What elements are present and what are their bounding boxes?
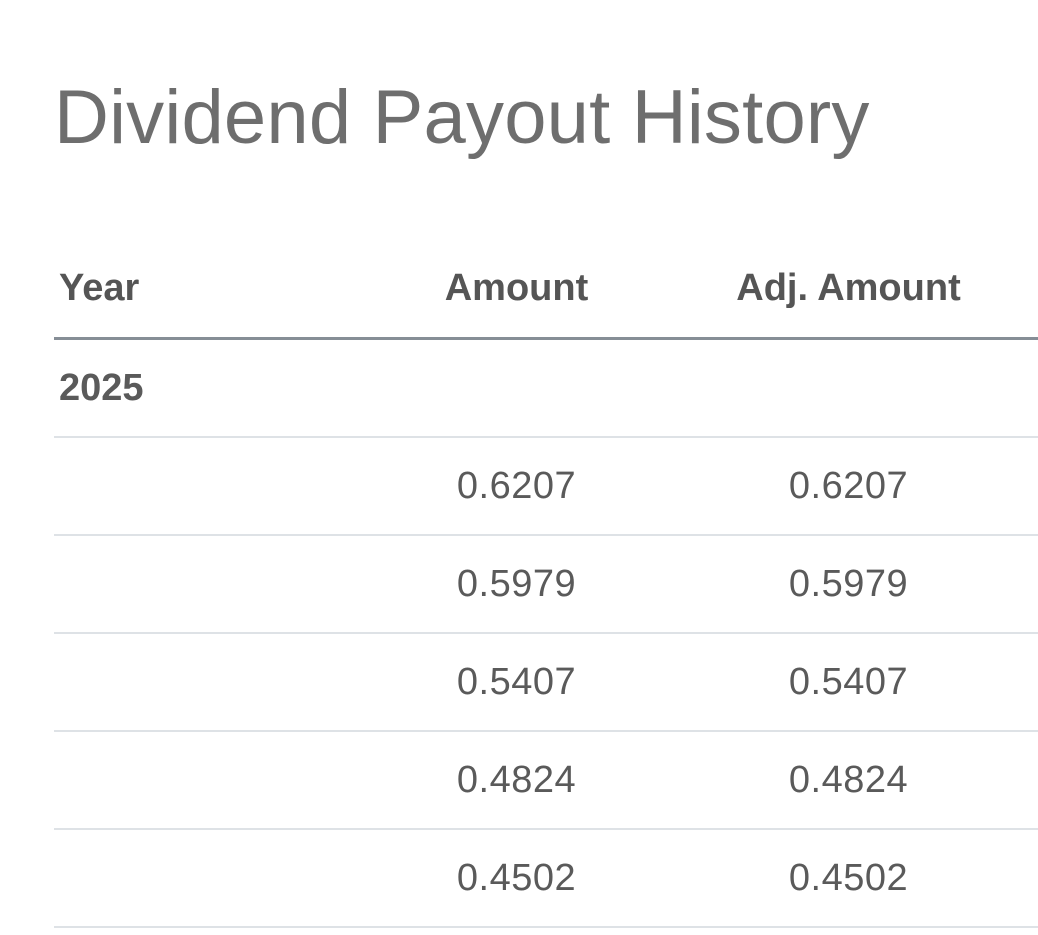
table-header: Year Amount Adj. Amount bbox=[54, 240, 1038, 340]
adj-amount-cell: 0.4824 bbox=[659, 731, 1038, 830]
adj-amount-cell: 0.5979 bbox=[659, 535, 1038, 634]
amount-cell: 0.4824 bbox=[374, 731, 659, 830]
empty-cell bbox=[54, 633, 374, 732]
adj-amount-cell: 0.6207 bbox=[659, 437, 1038, 536]
empty-cell bbox=[54, 437, 374, 536]
table-row: 0.4824 0.4824 bbox=[54, 731, 1038, 830]
amount-cell: 0.4502 bbox=[374, 829, 659, 928]
year-group-row: 2025 bbox=[54, 338, 1038, 438]
table-row: 0.5979 0.5979 bbox=[54, 535, 1038, 634]
empty-cell bbox=[54, 535, 374, 634]
table-body: 2025 0.6207 0.6207 0.5979 0.5979 0.5407 … bbox=[54, 338, 1038, 928]
year-cell: 2025 bbox=[54, 338, 374, 438]
column-header-year: Year bbox=[54, 240, 374, 340]
empty-cell bbox=[54, 731, 374, 830]
empty-cell bbox=[54, 829, 374, 928]
column-header-amount: Amount bbox=[374, 240, 659, 340]
empty-cell bbox=[659, 338, 1038, 438]
adj-amount-cell: 0.4502 bbox=[659, 829, 1038, 928]
header-row: Year Amount Adj. Amount bbox=[54, 240, 1038, 340]
adj-amount-cell: 0.5407 bbox=[659, 633, 1038, 732]
column-header-adj-amount: Adj. Amount bbox=[659, 240, 1038, 340]
table-row: 0.6207 0.6207 bbox=[54, 437, 1038, 536]
table-row: 0.4502 0.4502 bbox=[54, 829, 1038, 928]
table-row: 0.5407 0.5407 bbox=[54, 633, 1038, 732]
page-title: Dividend Payout History bbox=[54, 75, 870, 160]
empty-cell bbox=[374, 338, 659, 438]
dividend-table: Year Amount Adj. Amount 2025 0.6207 0.62… bbox=[54, 240, 1038, 928]
amount-cell: 0.6207 bbox=[374, 437, 659, 536]
dividend-table-container: Year Amount Adj. Amount 2025 0.6207 0.62… bbox=[54, 240, 1038, 928]
amount-cell: 0.5979 bbox=[374, 535, 659, 634]
amount-cell: 0.5407 bbox=[374, 633, 659, 732]
